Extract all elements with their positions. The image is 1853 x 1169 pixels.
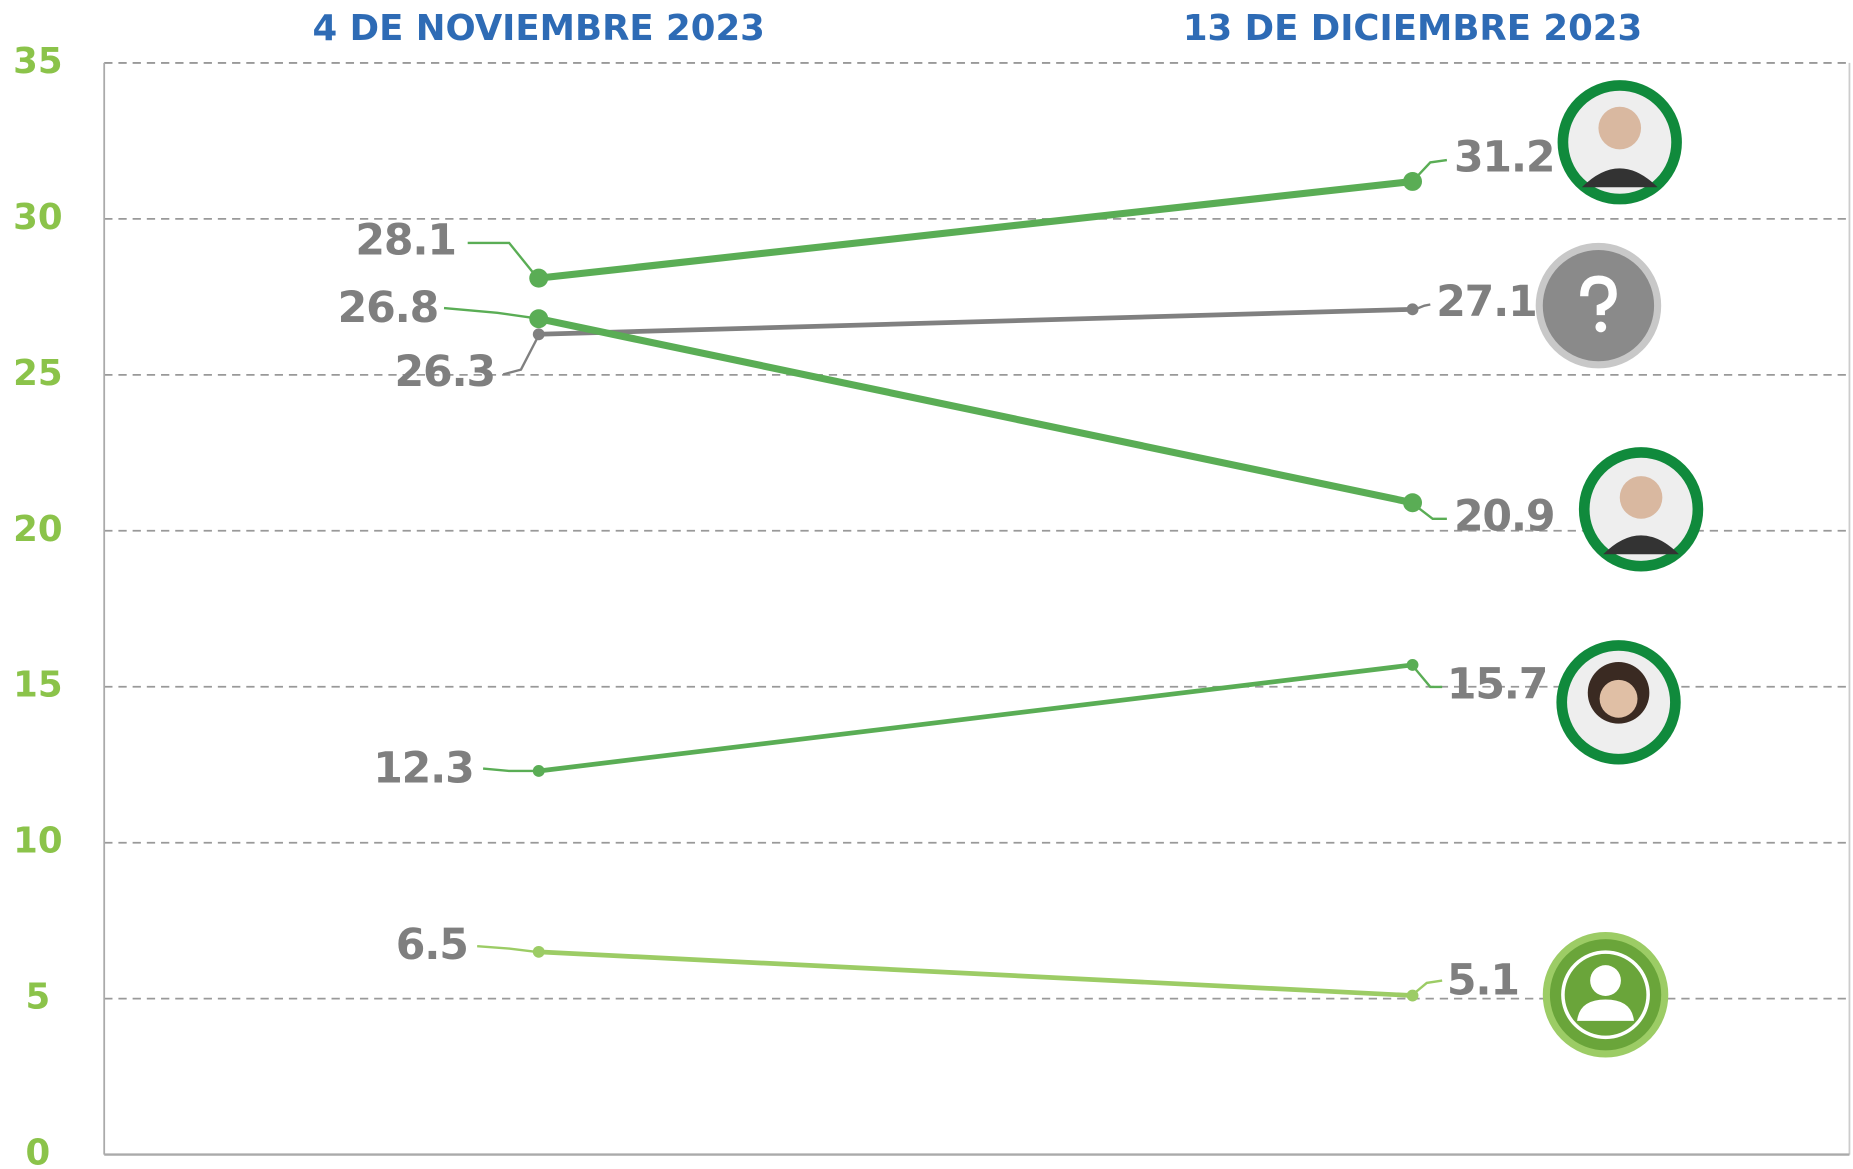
- y-tick-label: 10: [13, 821, 62, 862]
- avatar-face: [1620, 476, 1663, 519]
- value-label: 20.9: [1454, 491, 1554, 541]
- avatars: [1539, 85, 1698, 1054]
- x-tick-label: 13 DE DICIEMBRE 2023: [1183, 8, 1642, 49]
- point: [1403, 172, 1422, 191]
- point: [1403, 493, 1422, 512]
- avatar-head: [1590, 965, 1621, 996]
- value-label: 6.5: [396, 920, 468, 970]
- y-tick-label: 25: [13, 353, 62, 394]
- avatar-face: [1600, 680, 1638, 718]
- value-label: 26.3: [395, 347, 495, 397]
- point: [529, 309, 548, 328]
- series-line: [539, 319, 1413, 503]
- y-tick-label: 0: [26, 1133, 51, 1169]
- value-label: 27.1: [1436, 277, 1536, 327]
- point: [529, 269, 548, 288]
- series-line: [539, 665, 1413, 771]
- point: [533, 765, 545, 777]
- x-tick-label: 4 DE NOVIEMBRE 2023: [313, 8, 765, 49]
- y-tick-label: 15: [13, 665, 62, 706]
- value-label: 28.1: [355, 215, 455, 265]
- value-label: 12.3: [373, 743, 473, 793]
- y-tick-label: 5: [26, 977, 51, 1018]
- value-label: 26.8: [338, 283, 438, 333]
- point: [533, 328, 545, 340]
- y-tick-label: 20: [13, 509, 62, 550]
- avatar-face: [1598, 107, 1641, 150]
- point: [1407, 303, 1419, 315]
- chart: 0 5 10 15 20 25 30 35 4 DE NOVIEMBRE 2023 13 DE D…: [0, 0, 1853, 1169]
- series-line: [539, 181, 1413, 278]
- leader-line: [468, 243, 539, 280]
- leader-line: [444, 308, 539, 319]
- value-label: 5.1: [1447, 955, 1519, 1005]
- series-line: [539, 952, 1413, 996]
- point: [1407, 659, 1419, 671]
- y-tick-label: 30: [13, 197, 62, 238]
- point: [1407, 990, 1419, 1002]
- y-tick-label: 35: [13, 41, 62, 82]
- leader-line: [477, 946, 539, 952]
- series-line: [539, 309, 1413, 334]
- value-label: 15.7: [1447, 659, 1547, 709]
- value-label: 31.2: [1454, 133, 1554, 183]
- leader-line: [483, 769, 539, 771]
- point: [533, 946, 545, 958]
- question-dot: [1595, 322, 1606, 333]
- leader-line: [503, 335, 539, 374]
